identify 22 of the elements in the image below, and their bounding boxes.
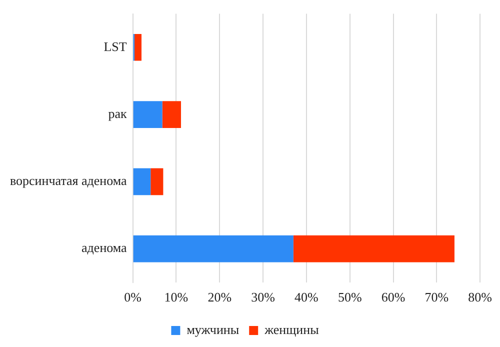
y-tick-label: LST [104, 38, 127, 54]
x-tick-label: 10% [164, 290, 188, 305]
x-tick-label: 70% [424, 290, 449, 305]
y-tick-label: ворсинчатая аденома [10, 173, 128, 188]
x-tick-label: 40% [294, 290, 319, 305]
bar [134, 34, 142, 61]
bar [133, 168, 151, 196]
y-tick-label: рак [108, 106, 128, 121]
bar [133, 101, 162, 128]
x-tick-label: 80% [468, 290, 492, 305]
x-tick-label: 0% [124, 290, 142, 305]
y-tick-label: аденома [82, 240, 128, 256]
legend-label: женщины [264, 322, 320, 337]
x-tick-label: 20% [208, 290, 232, 305]
bar [133, 235, 294, 262]
x-tick-label: 60% [381, 290, 406, 305]
bar [293, 235, 454, 262]
bar [150, 168, 164, 196]
bar [162, 101, 181, 128]
x-tick-label: 30% [251, 290, 276, 305]
x-tick-label: 50% [338, 290, 362, 305]
legend-label: мужчины [186, 322, 240, 337]
